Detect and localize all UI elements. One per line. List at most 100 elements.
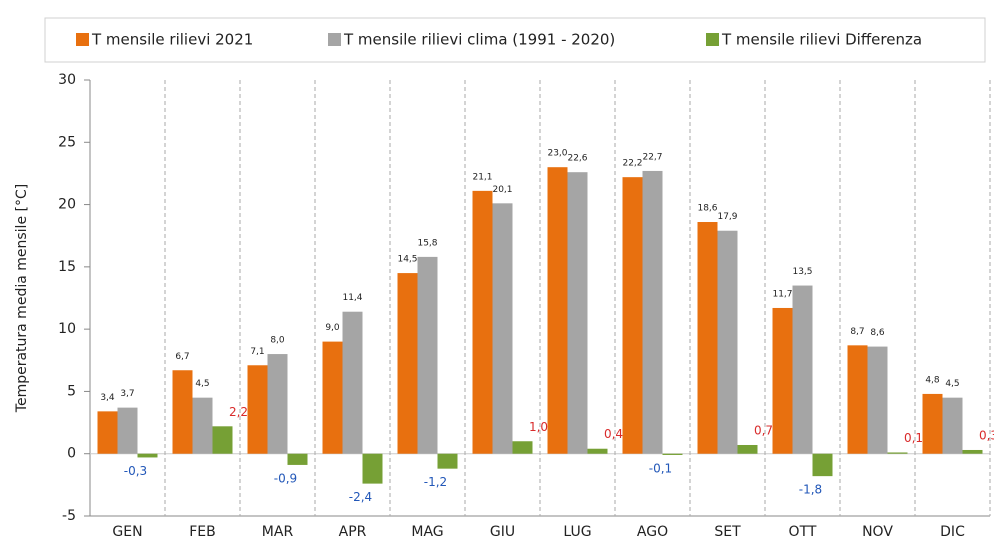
y-axis-label: Temperatura media mensile [°C] xyxy=(14,184,30,413)
data-label: 21,1 xyxy=(472,172,492,182)
y-tick-label: 10 xyxy=(58,321,76,337)
bar xyxy=(172,370,193,454)
x-tick-label: FEB xyxy=(189,524,216,540)
y-tick-label: 25 xyxy=(58,134,76,150)
data-label: 4,8 xyxy=(925,375,940,385)
bar xyxy=(342,311,363,454)
bar xyxy=(772,307,793,454)
bar xyxy=(287,453,308,465)
legend-swatch xyxy=(76,33,89,46)
data-label: 13,5 xyxy=(792,267,812,277)
x-tick-label: GIU xyxy=(490,524,515,540)
data-label: -1,2 xyxy=(424,475,447,489)
data-label: 8,7 xyxy=(850,327,864,337)
data-label: 0,7 xyxy=(754,423,773,437)
bar xyxy=(642,170,663,454)
bar xyxy=(567,172,588,454)
data-label: 9,0 xyxy=(325,323,340,333)
bar xyxy=(867,346,888,454)
y-tick-label: 5 xyxy=(67,383,76,399)
x-tick-label: DIC xyxy=(940,524,965,540)
bar xyxy=(792,285,813,454)
x-tick-label: LUG xyxy=(563,524,591,540)
bar xyxy=(737,444,758,454)
y-tick-label: 15 xyxy=(58,259,76,275)
x-tick-label: MAG xyxy=(411,524,443,540)
bar xyxy=(362,453,383,484)
data-label: 1,0 xyxy=(529,420,548,434)
y-tick-label: 30 xyxy=(58,72,76,88)
bar xyxy=(717,230,738,454)
x-tick-label: MAR xyxy=(262,524,294,540)
x-tick-label: OTT xyxy=(789,524,817,540)
data-label: 22,6 xyxy=(567,154,587,164)
bar xyxy=(267,354,288,454)
bar xyxy=(472,190,493,454)
legend-label: T mensile rilievi 2021 xyxy=(91,31,253,49)
bar xyxy=(622,177,643,454)
x-tick-label: GEN xyxy=(112,524,142,540)
bar xyxy=(397,273,418,454)
data-label: 8,0 xyxy=(270,336,285,346)
bar xyxy=(962,449,983,454)
bar xyxy=(117,407,138,454)
bar xyxy=(492,203,513,454)
bar xyxy=(922,393,943,454)
data-label: 17,9 xyxy=(717,212,737,222)
legend-label: T mensile rilievi clima (1991 - 2020) xyxy=(343,31,615,49)
data-label: 11,7 xyxy=(772,289,792,299)
bar xyxy=(192,397,213,454)
x-tick-label: APR xyxy=(339,524,367,540)
y-tick-label: 0 xyxy=(67,446,76,462)
bar xyxy=(547,167,568,454)
data-label: 20,1 xyxy=(492,185,512,195)
data-label: 0,4 xyxy=(604,427,623,441)
data-label: 0,3 xyxy=(979,428,994,442)
data-label: 2,2 xyxy=(229,405,248,419)
data-label: -0,9 xyxy=(274,471,297,485)
bar xyxy=(512,441,533,454)
data-label: -1,8 xyxy=(799,483,822,497)
data-label: 4,5 xyxy=(945,379,959,389)
bar xyxy=(697,222,718,454)
legend-label: T mensile rilievi Differenza xyxy=(721,31,922,49)
bar xyxy=(847,345,868,454)
bar xyxy=(417,256,438,454)
bar xyxy=(662,453,683,455)
bar xyxy=(247,365,268,454)
data-label: 14,5 xyxy=(397,255,417,265)
data-label: 15,8 xyxy=(417,238,437,248)
data-label: 0,1 xyxy=(904,431,923,445)
data-label: 11,4 xyxy=(342,293,362,303)
data-label: 8,6 xyxy=(870,328,885,338)
data-label: 7,1 xyxy=(250,347,264,357)
x-tick-label: NOV xyxy=(862,524,893,540)
legend-swatch xyxy=(706,33,719,46)
data-label: -0,3 xyxy=(124,464,147,478)
data-label: 3,7 xyxy=(120,389,134,399)
data-label: 23,0 xyxy=(547,149,567,159)
data-label: 22,7 xyxy=(642,152,662,162)
x-tick-label: SET xyxy=(714,524,741,540)
bar xyxy=(212,426,233,454)
bar xyxy=(942,397,963,454)
y-tick-label: 20 xyxy=(58,197,76,213)
data-label: 4,5 xyxy=(195,379,209,389)
bar xyxy=(812,453,833,477)
data-label: 3,4 xyxy=(100,393,115,403)
x-tick-label: AGO xyxy=(637,524,668,540)
bar xyxy=(137,453,158,458)
bar xyxy=(437,453,458,469)
data-label: 18,6 xyxy=(697,204,717,214)
data-label: -2,4 xyxy=(349,490,372,504)
bar xyxy=(322,341,343,454)
bar xyxy=(887,452,908,454)
data-label: -0,1 xyxy=(649,461,672,475)
legend-swatch xyxy=(328,33,341,46)
bar xyxy=(97,411,118,454)
data-label: 6,7 xyxy=(175,352,189,362)
bar xyxy=(587,448,608,454)
data-label: 22,2 xyxy=(622,159,642,169)
y-tick-label: -5 xyxy=(62,508,76,524)
